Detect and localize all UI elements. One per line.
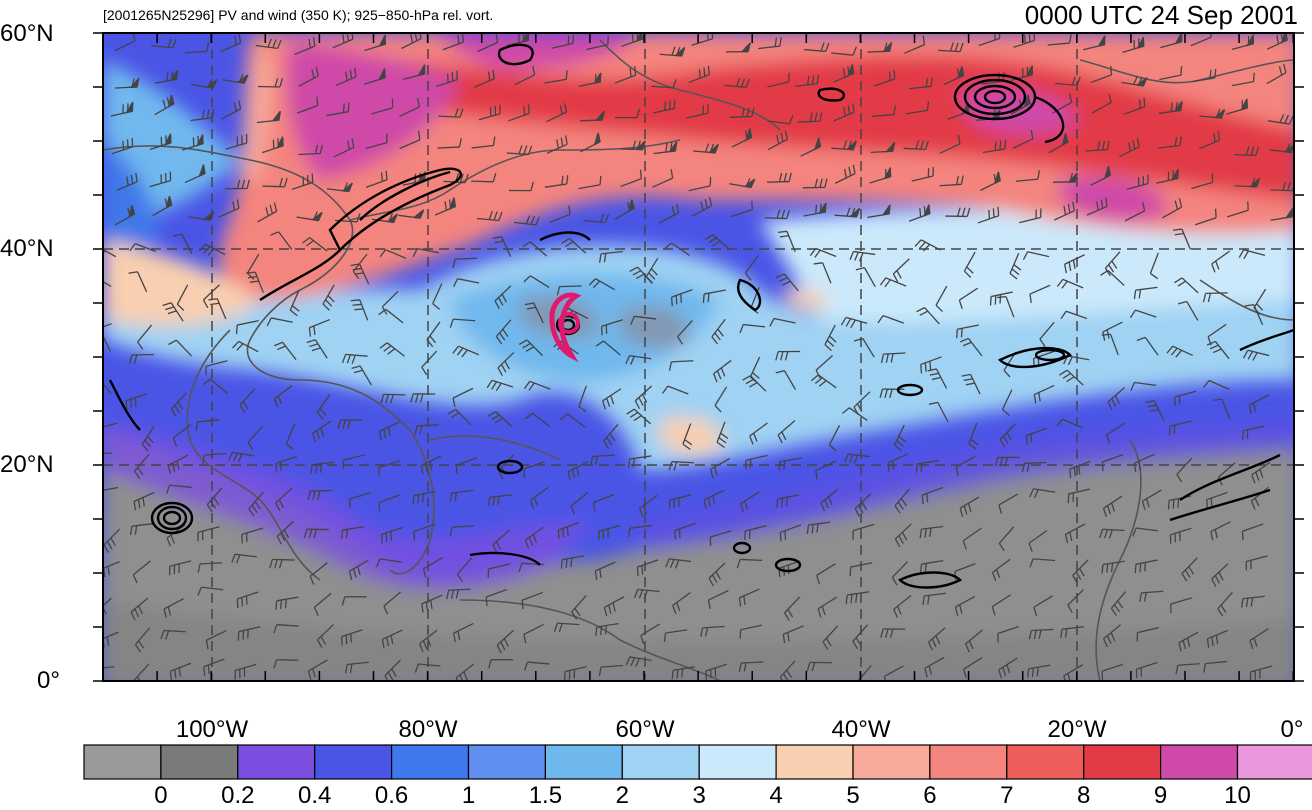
colorbar-label: 5 [846, 782, 860, 809]
lon-label-60w: 60°W [615, 716, 675, 743]
lat-label-60n: 60°N [0, 20, 54, 47]
colorbar-swatch-11 [929, 744, 1008, 780]
figure-title: [2001265N25296] PV and wind (350 K); 925… [103, 7, 494, 23]
lon-label-40w: 40°W [831, 716, 891, 743]
colorbar-swatch-8 [698, 744, 777, 780]
colorbar-label: 3 [692, 782, 706, 809]
colorbar-swatch-15 [1236, 744, 1312, 780]
colorbar-label: 1 [461, 782, 476, 809]
colorbar-label: 0.6 [374, 782, 409, 809]
colorbar-swatch-0 [83, 744, 162, 780]
lat-label-0: 0° [37, 667, 60, 694]
colorbar-label: 0.4 [298, 782, 332, 809]
lon-label-20w: 20°W [1047, 716, 1107, 743]
colorbar-swatch-12 [1006, 744, 1085, 780]
lon-label-80w: 80°W [398, 716, 458, 743]
colorbar-swatch-3 [314, 744, 393, 780]
colorbar-label: 6 [923, 782, 937, 809]
colorbar-label: 9 [1153, 782, 1168, 809]
colorbar-label: 1.5 [528, 782, 563, 809]
colorbar-label: 4 [769, 782, 783, 809]
colorbar-label: 7 [1000, 782, 1014, 809]
colorbar-label: 10 [1224, 782, 1251, 809]
colorbar-label: 8 [1077, 782, 1091, 809]
lat-label-20n: 20°N [0, 451, 54, 478]
lon-label-100w: 100°W [175, 716, 249, 743]
colorbar-swatch-5 [467, 744, 547, 780]
colorbar-swatch-14 [1159, 744, 1239, 780]
colorbar-swatch-1 [160, 744, 239, 780]
colorbar [83, 744, 1312, 780]
colorbar-swatch-6 [544, 744, 623, 780]
lon-label-0: 0° [1280, 716, 1304, 743]
axis-ticks [93, 32, 1304, 682]
colorbar-swatch-7 [621, 744, 700, 780]
tropical-cyclone-marker-icon [549, 292, 582, 363]
colorbar-label: 0 [154, 782, 168, 809]
valid-time-label: 0000 UTC 24 Sep 2001 [1024, 0, 1298, 30]
lat-label-40n: 40°N [0, 235, 54, 262]
colorbar-swatch-2 [237, 744, 316, 780]
colorbar-label: 0.2 [221, 782, 255, 809]
colorbar-swatch-13 [1083, 744, 1162, 780]
colorbar-label: 2 [615, 782, 629, 809]
colorbar-swatch-10 [852, 744, 931, 780]
colorbar-swatch-4 [391, 744, 470, 780]
colorbar-swatch-9 [775, 744, 854, 780]
pv-shading [103, 33, 1294, 681]
wind-barbs [103, 33, 1294, 681]
